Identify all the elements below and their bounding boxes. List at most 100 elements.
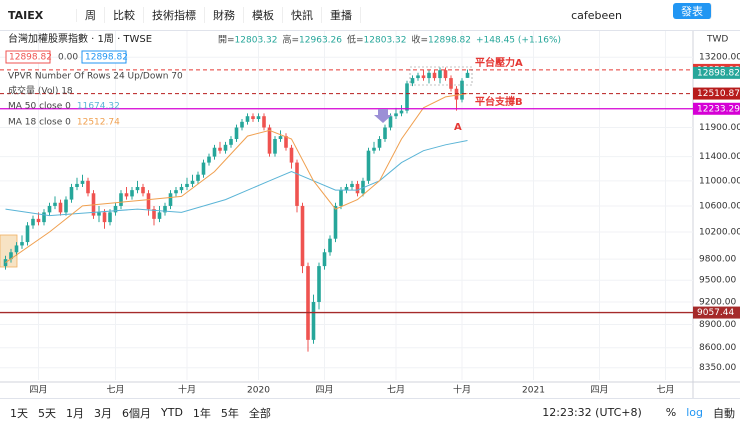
interval[interactable]: 周 — [77, 7, 105, 23]
toolbar-button[interactable]: 比較 — [105, 7, 144, 23]
range-button[interactable]: 1年 — [192, 406, 211, 420]
range-button[interactable]: YTD — [161, 406, 183, 419]
ohlc-label: 低= — [347, 34, 364, 46]
candle-body — [465, 72, 470, 78]
candle-body — [42, 212, 46, 223]
candle-body — [102, 212, 107, 223]
candle-body — [361, 180, 365, 194]
candle-body — [14, 245, 19, 253]
range-button[interactable]: 5天 — [38, 406, 56, 420]
price-tag — [693, 306, 740, 319]
candle-body — [366, 150, 371, 181]
candle-body — [113, 205, 118, 213]
ask: 12898.82 — [85, 53, 128, 63]
publish-button[interactable]: 發表 — [673, 3, 712, 19]
ohlc-value: 12898.82 — [428, 36, 471, 46]
range-button[interactable]: 5年 — [220, 406, 239, 420]
x-tick-label: 四月 — [315, 385, 333, 396]
level-label: 平台壓力A — [475, 56, 523, 69]
candle-body — [86, 180, 90, 194]
candle-body — [350, 183, 354, 188]
candle-body — [443, 70, 448, 79]
x-tick-label: 四月 — [590, 385, 608, 396]
candle-body — [278, 136, 283, 139]
annotation: A — [454, 122, 462, 133]
legend-entry: MA 50 close 0 — [8, 102, 71, 112]
range-button[interactable]: 6個月 — [122, 406, 151, 420]
indicator: 成交量 (Vol) 18 — [8, 85, 73, 97]
candle-body — [388, 116, 393, 128]
scale-option[interactable]: log — [686, 406, 703, 419]
candle-body — [416, 75, 420, 79]
candle-body — [262, 116, 266, 128]
y-tick-label: 13200.00 — [699, 53, 740, 63]
candle-body — [119, 193, 123, 206]
range-button[interactable]: 3月 — [94, 406, 112, 420]
candle-body — [152, 209, 156, 219]
x-tick-label: 四月 — [29, 385, 47, 396]
range-button[interactable]: 1天 — [10, 406, 28, 420]
ohlc-value: 12803.32 — [364, 36, 407, 46]
toolbar-button[interactable]: 重播 — [322, 7, 361, 23]
candle-body — [317, 266, 321, 302]
candle-body — [212, 147, 217, 157]
price-tag-label: 12510.87 — [697, 89, 740, 99]
price-tag — [693, 102, 740, 115]
candle-body — [130, 190, 134, 197]
candle-body — [383, 127, 387, 139]
x-tick-label: 2021 — [522, 386, 545, 396]
candle-body — [295, 162, 299, 206]
ohlc-label: 收= — [412, 34, 429, 46]
toolbar-button[interactable]: 模板 — [244, 7, 283, 23]
y-tick-label: 9200.00 — [699, 297, 736, 307]
candle-body — [36, 218, 41, 223]
x-tick-label: 七月 — [387, 385, 405, 396]
price-tag-label: 12898.82 — [697, 68, 740, 78]
candle-body — [410, 78, 415, 84]
candle-body — [3, 259, 8, 267]
user[interactable]: cafebeen — [571, 8, 622, 22]
candle-body — [328, 238, 332, 253]
candle-body — [234, 127, 239, 139]
range-button[interactable]: 全部 — [248, 406, 271, 420]
candle-body — [207, 156, 211, 163]
candle-body — [157, 212, 162, 219]
candle-body — [223, 144, 228, 151]
candle-body — [421, 75, 426, 79]
candle-body — [163, 205, 167, 213]
candle-body — [311, 301, 316, 340]
candle-body — [141, 187, 145, 194]
candle-body — [454, 88, 459, 100]
candle-body — [229, 138, 233, 145]
candle-body — [256, 116, 261, 120]
legend-value: 12512.74 — [77, 118, 120, 128]
candle-body — [58, 202, 63, 213]
change: +148.45 (+1.16%) — [476, 36, 561, 46]
bottom-bar: 1天 5天 1月 3月 6個月 YTD 1年 5年 全部 12:23:32 (UTC+8)% log… — [0, 398, 740, 426]
candle-body — [174, 190, 178, 194]
currency: TWD — [706, 35, 728, 45]
scale-option[interactable]: % — [665, 406, 677, 419]
price-tag — [693, 66, 740, 79]
candle-body — [31, 218, 35, 226]
toolbar-button[interactable]: 財務 — [205, 7, 244, 23]
range-button[interactable]: 1月 — [66, 406, 84, 420]
scale-option[interactable]: 自動 — [713, 406, 735, 420]
symbol[interactable]: TAIEX — [0, 8, 77, 22]
x-tick-label: 十月 — [453, 384, 471, 396]
y-tick-label: 11400.00 — [699, 152, 740, 162]
candle-body — [245, 116, 250, 122]
candle-body — [344, 187, 349, 191]
toolbar-button[interactable]: 技術指標 — [144, 7, 205, 23]
candle-body — [322, 252, 327, 267]
ma-line — [5, 140, 468, 217]
candle-body — [333, 205, 338, 239]
candle-body — [300, 205, 305, 267]
price-tag-label: 9057.44 — [697, 308, 734, 318]
candle-body — [168, 193, 173, 206]
y-tick-label: 9800.00 — [699, 255, 736, 265]
candle-body — [267, 127, 272, 154]
candle-body — [432, 72, 437, 79]
toolbar-button[interactable]: 快訊 — [283, 7, 322, 23]
